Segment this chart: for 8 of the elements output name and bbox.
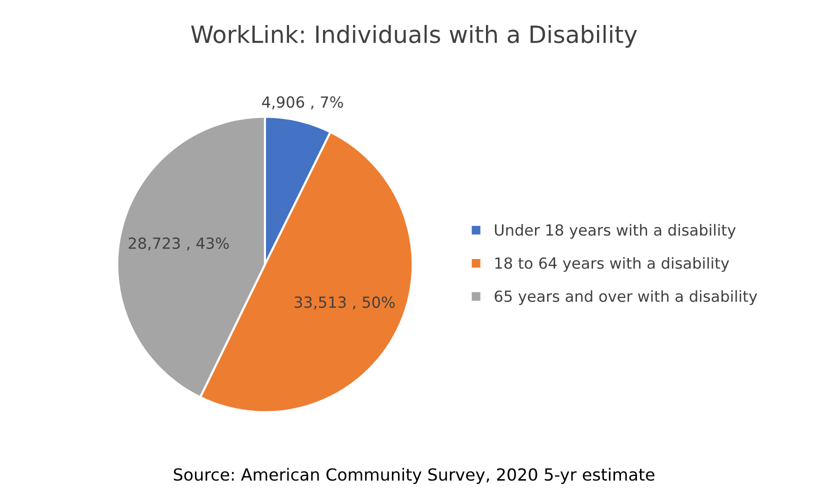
data-label: 28,723 , 43% — [128, 237, 229, 251]
legend-label: Under 18 years with a disability — [494, 224, 736, 239]
data-label: 4,906 , 7% — [262, 96, 344, 110]
chart-title: WorkLink: Individuals with a Disability — [191, 24, 637, 48]
legend-label: 18 to 64 years with a disability — [495, 257, 730, 272]
data-label: 33,513 , 50% — [294, 296, 395, 310]
source-note: Source: American Community Survey, 2020 5-yr estimate — [174, 468, 654, 484]
legend-label: 65 years and over with a disability — [494, 290, 758, 305]
